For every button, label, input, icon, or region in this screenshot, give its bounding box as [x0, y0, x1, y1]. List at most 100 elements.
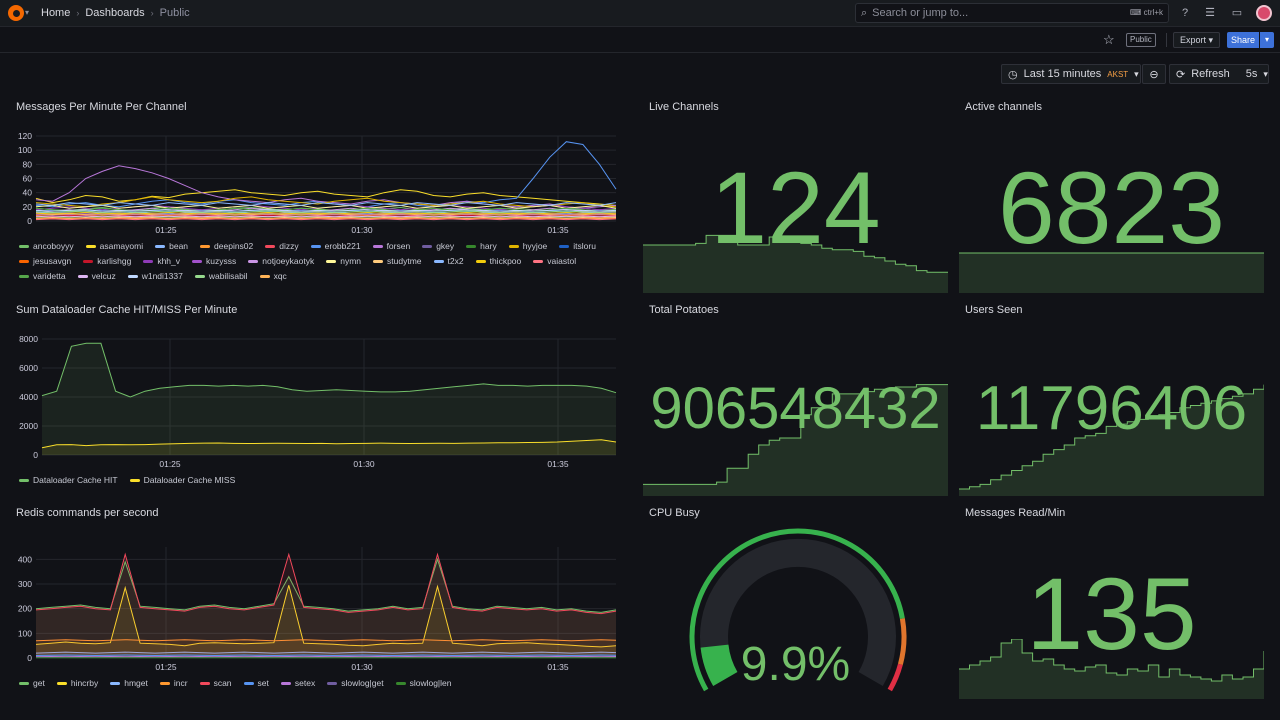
legend-item[interactable]: vaiastol — [533, 256, 576, 266]
legend-item[interactable]: hincrby — [56, 678, 98, 688]
legend-item[interactable]: slowlog|get — [327, 678, 384, 688]
legend-item[interactable]: Dataloader Cache HIT — [19, 475, 118, 485]
panel-title[interactable]: Sum Dataloader Cache HIT/MISS Per Minute — [16, 304, 238, 316]
cache-timeseries-chart[interactable]: 0 2000 4000 6000 8000 01:25 01:30 01:35 — [16, 328, 628, 472]
panel-title[interactable]: Redis commands per second — [16, 507, 159, 519]
legend-item[interactable]: khh_v — [143, 256, 180, 266]
legend-item[interactable]: kuzysss — [192, 256, 236, 266]
legend-item[interactable]: asamayomi — [85, 241, 143, 251]
search-input[interactable]: ⌕ Search or jump to... ⌨ ctrl+k — [855, 3, 1169, 23]
gauge-threshold-orange — [897, 618, 907, 666]
panel-title[interactable]: Active channels — [965, 101, 1043, 113]
series-line[interactable] — [35, 210, 617, 214]
y-tick-label: 0 — [33, 450, 38, 460]
series-line[interactable] — [35, 204, 617, 209]
legend-item[interactable]: velcuz — [77, 271, 116, 281]
legend-item[interactable]: itsloru — [559, 241, 596, 251]
legend-item[interactable]: dizzy — [265, 241, 299, 251]
breadcrumb-home[interactable]: Home — [41, 7, 71, 19]
series-line[interactable] — [35, 654, 617, 657]
time-range-picker[interactable]: ◷ Last 15 minutes AKST ▾ — [1001, 64, 1141, 84]
share-dropdown-button[interactable]: ▾ — [1260, 32, 1274, 48]
legend-item[interactable]: varidetta — [19, 271, 66, 281]
legend-item[interactable]: t2x2 — [433, 256, 464, 266]
legend-item[interactable]: set — [243, 678, 269, 688]
refresh-interval-picker[interactable]: 5s — [1245, 68, 1258, 80]
series-line[interactable] — [35, 216, 617, 219]
refresh-icon: ⟳ — [1176, 68, 1186, 81]
legend-item[interactable]: scan — [199, 678, 232, 688]
legend-item[interactable]: get — [19, 678, 45, 688]
series-line[interactable] — [35, 215, 617, 219]
public-tag[interactable]: Public — [1126, 33, 1156, 47]
panel-title[interactable]: Users Seen — [965, 304, 1023, 316]
export-button[interactable]: Export ▾ — [1173, 32, 1221, 48]
legend-item[interactable]: w1ndi1337 — [127, 271, 183, 281]
zoom-out-button[interactable]: ⊖ — [1142, 64, 1166, 84]
panel-title[interactable]: Live Channels — [649, 101, 719, 113]
legend-item[interactable]: gkey — [422, 241, 454, 251]
series-line[interactable] — [35, 202, 617, 206]
legend-swatch — [533, 259, 544, 263]
legend-item[interactable]: ancoboyyy — [19, 241, 74, 251]
series-area — [36, 559, 616, 658]
legend-item[interactable]: notjoeykaotyk — [248, 256, 314, 266]
kiosk-mode-icon[interactable]: ▭ — [1231, 7, 1243, 19]
messages-timeseries-chart[interactable]: 0 20 40 60 80 100 120 01:25 01:30 01:35 — [16, 125, 628, 241]
legend-item[interactable]: jesusavgn — [19, 256, 71, 266]
series-line[interactable] — [35, 557, 617, 613]
help-icon[interactable]: ? — [1181, 7, 1189, 19]
legend-item[interactable]: bean — [155, 241, 188, 251]
breadcrumb-dashboards[interactable]: Dashboards — [85, 7, 145, 19]
legend-swatch — [433, 259, 444, 263]
series-line[interactable] — [35, 584, 617, 648]
series-area — [36, 639, 616, 658]
legend-item[interactable]: xqc — [259, 271, 287, 281]
legend-swatch — [372, 244, 383, 248]
series-line[interactable] — [35, 209, 617, 212]
refresh-button[interactable]: ⟳ Refresh 5s ▾ — [1169, 64, 1269, 84]
series-line[interactable] — [35, 165, 617, 209]
star-icon[interactable]: ☆ — [1103, 32, 1115, 47]
chevron-down-icon[interactable]: ▾ — [25, 8, 30, 17]
panel-title[interactable]: Messages Per Minute Per Channel — [16, 101, 187, 113]
share-button[interactable]: Share — [1227, 32, 1259, 48]
legend-item[interactable]: erobb221 — [310, 241, 361, 251]
legend-item[interactable]: studytme — [373, 256, 422, 266]
y-tick-label: 100 — [18, 145, 32, 155]
series-line[interactable] — [35, 639, 617, 642]
series-line[interactable] — [35, 552, 617, 615]
legend-item[interactable]: Dataloader Cache MISS — [129, 475, 235, 485]
series-line[interactable] — [35, 218, 617, 221]
series-line[interactable] — [35, 141, 617, 208]
legend-item[interactable]: wabilisabil — [194, 271, 248, 281]
legend-item[interactable]: hmget — [110, 678, 148, 688]
legend-item[interactable]: hyyjoe — [508, 241, 547, 251]
legend-item[interactable]: deepins02 — [200, 241, 253, 251]
redis-timeseries-chart[interactable]: 0 100 200 300 400 01:25 01:30 01:35 — [16, 537, 628, 677]
panel-cpu-busy: CPU Busy 9.9% — [643, 507, 948, 707]
series-line[interactable] — [35, 196, 617, 208]
legend-item[interactable]: incr — [159, 678, 188, 688]
series-line[interactable] — [35, 217, 617, 220]
avatar[interactable] — [1256, 5, 1272, 21]
series-line[interactable] — [35, 214, 617, 217]
legend-item[interactable]: setex — [280, 678, 315, 688]
series-line[interactable] — [35, 651, 617, 654]
legend-item[interactable]: karlishgg — [83, 256, 131, 266]
legend-item[interactable]: forsen — [372, 241, 410, 251]
legend-item[interactable]: hary — [466, 241, 497, 251]
grafana-logo-icon[interactable] — [8, 5, 24, 21]
panel-title[interactable]: CPU Busy — [649, 507, 700, 519]
series-line[interactable] — [35, 213, 617, 216]
legend-item[interactable]: thickpoo — [475, 256, 521, 266]
news-feed-icon[interactable]: ☰ — [1205, 7, 1215, 19]
panel-title[interactable]: Messages Read/Min — [965, 507, 1066, 519]
series-line[interactable] — [41, 342, 617, 398]
series-line[interactable] — [41, 439, 617, 449]
legend-item[interactable]: slowlog|len — [395, 678, 451, 688]
series-line[interactable] — [35, 215, 617, 218]
chevron-down-icon: ▾ — [1134, 68, 1139, 79]
panel-title[interactable]: Total Potatoes — [649, 304, 719, 316]
legend-item[interactable]: nymn — [326, 256, 361, 266]
